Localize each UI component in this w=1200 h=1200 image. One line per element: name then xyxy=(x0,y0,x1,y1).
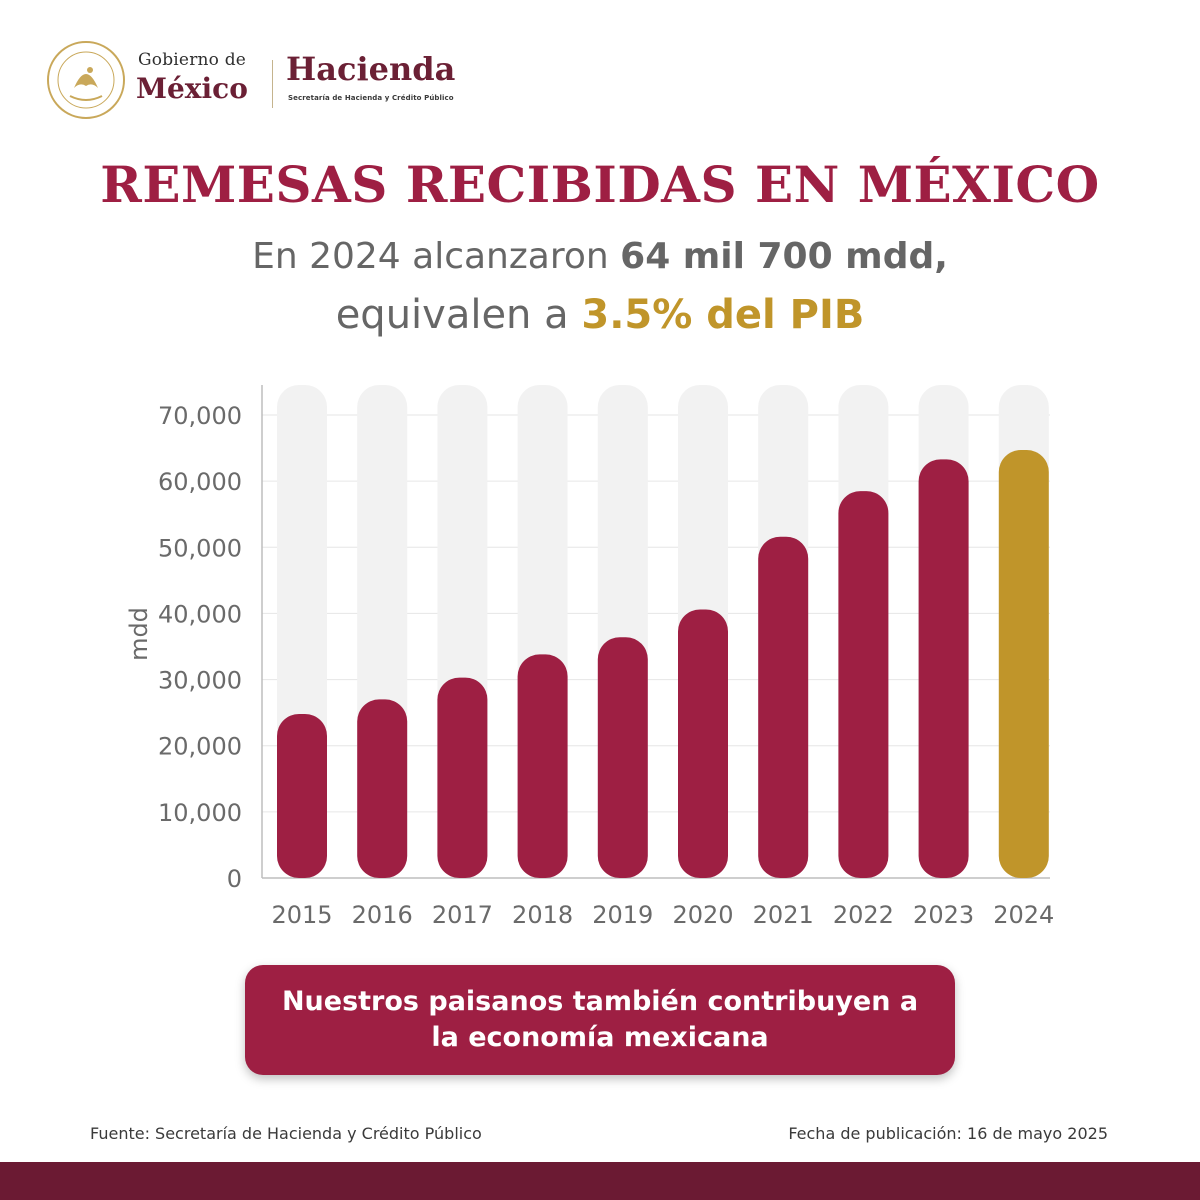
x-tick-label: 2024 xyxy=(993,901,1054,929)
x-tick-label: 2017 xyxy=(432,901,493,929)
y-tick-label: 70,000 xyxy=(158,402,242,430)
subtitle-line1-bold: 64 mil 700 mdd, xyxy=(620,236,948,277)
y-tick-label: 30,000 xyxy=(158,667,242,695)
x-tick-label: 2018 xyxy=(512,901,573,929)
y-tick-label: 10,000 xyxy=(158,799,242,827)
subtitle-line2: equivalen a 3.5% del PIB xyxy=(0,292,1200,338)
gobierno-line2: México xyxy=(136,72,248,105)
bar xyxy=(357,699,408,878)
hacienda-title: Hacienda xyxy=(286,50,456,88)
x-tick-label: 2022 xyxy=(833,901,894,929)
x-tick-label: 2015 xyxy=(271,901,332,929)
publication-date: Fecha de publicación: 16 de mayo 2025 xyxy=(788,1124,1108,1143)
bar-chart: 0 10,000 20,000 30,000 40,000 50,000 60,000 70,… xyxy=(158,385,1054,929)
hacienda-subtitle: Secretaría de Hacienda y Crédito Público xyxy=(288,94,454,102)
page-title: REMESAS RECIBIDAS EN MÉXICO xyxy=(100,155,1100,214)
subtitle-line1-prefix: En 2024 alcanzaron xyxy=(252,236,621,277)
subtitle-line2-prefix: equivalen a xyxy=(335,292,582,338)
bar xyxy=(277,713,327,878)
bar xyxy=(597,637,648,878)
y-tick-label: 0 xyxy=(227,865,242,893)
bar xyxy=(758,536,809,878)
subtitle-line2-bold: 3.5% del PIB xyxy=(581,292,865,338)
coat-of-arms-icon xyxy=(47,41,125,119)
y-tick-label: 50,000 xyxy=(158,534,242,562)
source-note: Fuente: Secretaría de Hacienda y Crédito… xyxy=(90,1124,482,1143)
header-divider xyxy=(272,60,273,108)
y-axis-label: mdd xyxy=(124,607,153,661)
x-tick-label: 2020 xyxy=(672,901,733,929)
cta-text: Nuestros paisanos también contribuyen a … xyxy=(281,986,919,1053)
y-tick-label: 60,000 xyxy=(158,468,242,496)
x-tick-label: 2021 xyxy=(753,901,814,929)
footer-bar xyxy=(0,1162,1200,1200)
header: Gobierno de México Hacienda Secretaría d… xyxy=(46,40,746,120)
y-tick-label: 20,000 xyxy=(158,733,242,761)
bar xyxy=(517,654,568,878)
x-tick-label: 2016 xyxy=(352,901,413,929)
bar xyxy=(838,491,889,878)
subtitle-line1: En 2024 alcanzaron 64 mil 700 mdd, xyxy=(0,236,1200,277)
bar xyxy=(678,609,728,878)
bar xyxy=(918,459,969,878)
bar xyxy=(437,677,488,878)
x-tick-label: 2019 xyxy=(592,901,653,929)
x-tick-label: 2023 xyxy=(913,901,974,929)
bar xyxy=(998,450,1049,878)
y-tick-label: 40,000 xyxy=(158,600,242,628)
gobierno-line1: Gobierno de xyxy=(138,50,247,70)
cta-banner: Nuestros paisanos también contribuyen a … xyxy=(245,965,955,1075)
